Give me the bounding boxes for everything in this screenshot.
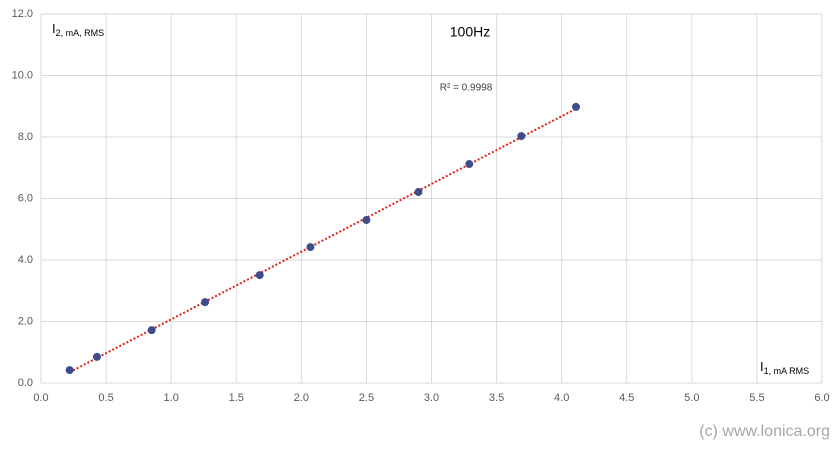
trendline-label: R² = 0.9998 — [440, 83, 493, 94]
point — [465, 160, 474, 169]
trendline — [69, 107, 577, 374]
point — [306, 243, 315, 252]
x-tick-label: 1.0 — [164, 392, 179, 404]
y-tick-label: 4.0 — [18, 254, 33, 266]
y-tick-label: 6.0 — [18, 192, 33, 204]
x-tick-label: 0.0 — [33, 392, 48, 404]
x-tick-label: 4.0 — [554, 392, 569, 404]
point — [201, 298, 210, 307]
y-tick-label: 2.0 — [18, 315, 33, 327]
y-tick-label: 10.0 — [12, 69, 33, 81]
y-axis-label-main: I — [52, 21, 56, 36]
point — [517, 132, 526, 141]
y-tick-label: 12.0 — [12, 8, 33, 20]
point — [571, 102, 580, 111]
y-tick-label: 8.0 — [18, 131, 33, 143]
x-tick-label: 5.0 — [684, 392, 699, 404]
y-axis-label: I2, mA, RMS — [52, 21, 104, 38]
watermark: (c) www.lonica.org — [699, 423, 830, 440]
x-tick-label: 6.0 — [814, 392, 829, 404]
x-tick-label: 5.5 — [749, 392, 764, 404]
point — [65, 366, 74, 375]
chart-title: 100Hz — [450, 24, 490, 40]
point — [255, 271, 264, 280]
x-tick-label: 2.5 — [359, 392, 374, 404]
point — [92, 352, 101, 361]
x-tick-label: 0.5 — [98, 392, 113, 404]
x-tick-label: 3.5 — [489, 392, 504, 404]
x-axis-label-sub: 1, mA RMS — [764, 366, 810, 376]
point — [362, 216, 371, 225]
y-axis-label-sub: 2, mA, RMS — [56, 28, 105, 38]
x-tick-label: 4.5 — [619, 392, 634, 404]
x-axis-label-main: I — [760, 359, 764, 374]
x-tick-label: 1.5 — [229, 392, 244, 404]
x-tick-label: 2.0 — [294, 392, 309, 404]
x-axis-label: I1, mA RMS — [760, 359, 809, 376]
x-tick-label: 3.0 — [424, 392, 439, 404]
y-tick-label: 0.0 — [18, 377, 33, 389]
point — [147, 326, 156, 335]
point — [414, 188, 423, 197]
